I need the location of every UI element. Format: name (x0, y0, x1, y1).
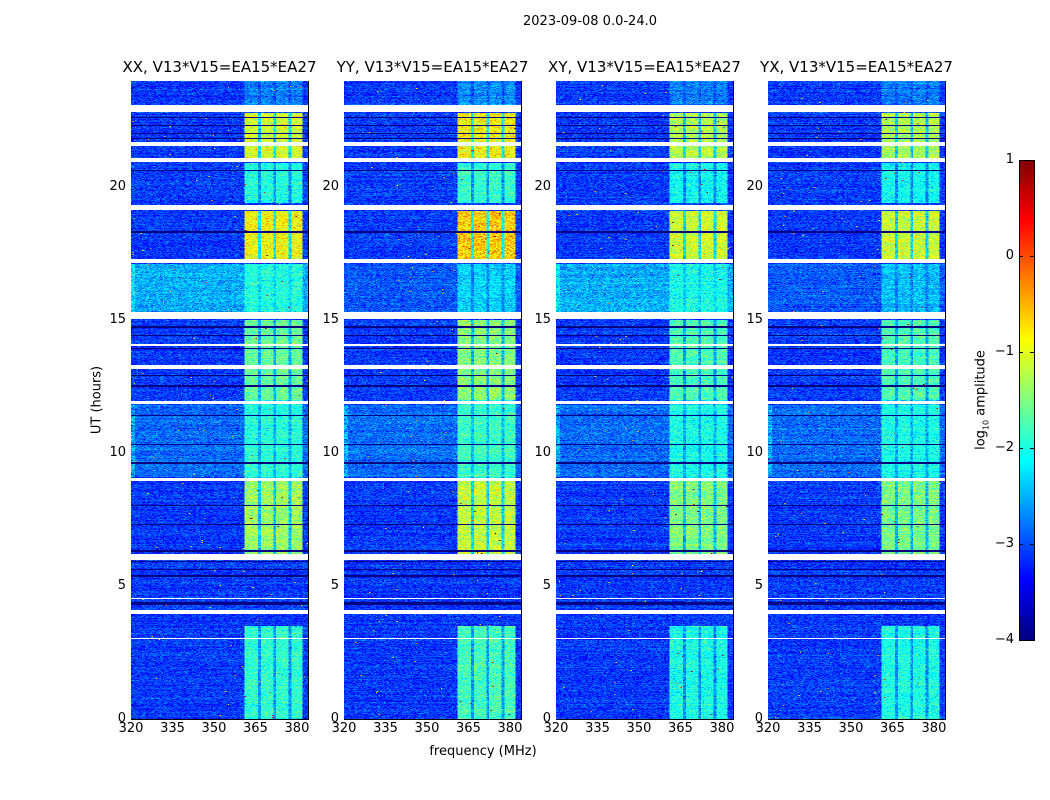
y-tick-label: 15 (746, 312, 763, 328)
y-tick-label: 15 (322, 312, 339, 328)
x-tick-label: 350 (201, 721, 227, 736)
x-tick-label: 320 (755, 721, 781, 736)
y-tick-label: 20 (322, 179, 339, 195)
y-tick-label: 0 (754, 711, 763, 726)
colorbar-tick-label: 1 (1005, 152, 1014, 167)
y-tick-label: 10 (746, 445, 763, 461)
x-tick-label: 365 (243, 721, 268, 736)
heatmap-xx (131, 81, 308, 719)
x-tick-label: 365 (456, 721, 481, 736)
x-tick-label: 335 (160, 721, 185, 736)
y-tick-label: 5 (117, 578, 126, 594)
colorbar-tick-label: −1 (994, 344, 1014, 359)
x-tick-label: 380 (921, 721, 947, 736)
y-tick-label: 10 (534, 445, 551, 461)
figure-title: 2023-09-08 0.0-24.0 (523, 14, 657, 29)
heatmap-xy (556, 81, 733, 719)
heatmap-yx (768, 81, 945, 719)
panel-title: XX, V13*V15=EA15*EA27 (122, 58, 317, 76)
heatmap-yy (344, 81, 521, 719)
y-tick-label: 15 (534, 312, 551, 328)
y-tick-label: 15 (109, 312, 126, 328)
x-tick-label: 350 (626, 721, 652, 736)
x-axis-label: frequency (MHz) (429, 744, 537, 759)
x-tick-label: 335 (585, 721, 610, 736)
colorbar-tick-label: −4 (994, 632, 1014, 647)
x-tick-label: 350 (414, 721, 440, 736)
panel-title: YY, V13*V15=EA15*EA27 (336, 58, 529, 76)
y-tick-label: 10 (109, 445, 126, 461)
x-tick-label: 320 (543, 721, 569, 736)
y-tick-label: 0 (542, 711, 551, 726)
y-tick-label: 20 (109, 179, 126, 195)
y-tick-label: 20 (534, 179, 551, 195)
colorbar-tick-label: −2 (994, 440, 1014, 455)
x-tick-label: 320 (331, 721, 357, 736)
colorbar-frame (1019, 160, 1035, 641)
colorbar (1019, 160, 1034, 640)
y-tick-label: 0 (117, 711, 126, 726)
x-tick-label: 380 (709, 721, 735, 736)
y-tick-label: 10 (322, 445, 339, 461)
x-tick-label: 380 (497, 721, 523, 736)
y-tick-label: 20 (746, 179, 763, 195)
y-tick-label: 0 (330, 711, 339, 726)
x-tick-label: 380 (284, 721, 310, 736)
y-tick-label: 5 (330, 578, 339, 594)
panel-title: YX, V13*V15=EA15*EA27 (760, 58, 953, 76)
x-tick-label: 335 (373, 721, 398, 736)
y-tick-label: 5 (754, 578, 763, 594)
x-tick-label: 350 (838, 721, 864, 736)
x-tick-label: 365 (668, 721, 693, 736)
panel-title: XY, V13*V15=EA15*EA27 (548, 58, 741, 76)
y-tick-label: 5 (542, 578, 551, 594)
x-tick-label: 335 (797, 721, 822, 736)
colorbar-tick-label: 0 (1005, 248, 1014, 263)
x-tick-label: 320 (118, 721, 144, 736)
colorbar-tick-label: −3 (994, 536, 1014, 551)
x-tick-label: 365 (880, 721, 905, 736)
